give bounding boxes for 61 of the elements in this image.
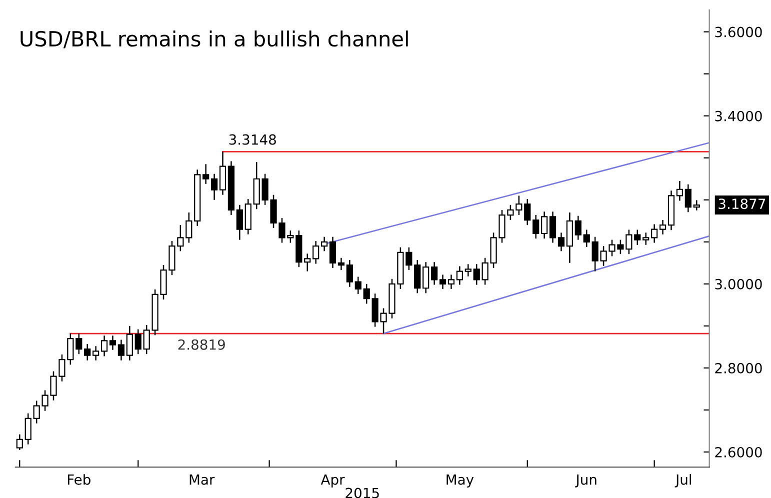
candlestick <box>16 434 23 451</box>
candlestick <box>464 264 472 277</box>
candlestick <box>304 253 311 272</box>
candlestick <box>24 412 32 446</box>
candlestick <box>684 184 692 213</box>
annotation: 2.8819 <box>178 339 225 350</box>
candlestick <box>363 283 370 304</box>
annotation: 3.1877 <box>718 198 766 210</box>
candlestick <box>320 236 328 252</box>
candlestick <box>84 343 91 362</box>
candlestick <box>448 274 455 290</box>
candlestick <box>642 232 650 246</box>
candlestick <box>659 219 666 235</box>
x-tick-label: Jul <box>674 474 692 488</box>
candlestick <box>126 325 133 362</box>
candlestick <box>92 345 100 362</box>
x-tick-label: Feb <box>68 474 90 485</box>
candlestick <box>186 212 192 244</box>
candlestick <box>134 328 142 355</box>
x-axis-title: 2015 <box>346 488 379 498</box>
y-tick-label: 2.8000 <box>715 362 762 374</box>
x-tick-label: Mar <box>190 474 215 485</box>
text: USD/BRL remains in a bullish channel <box>20 30 408 48</box>
candlestick <box>329 236 336 269</box>
candlestick <box>236 204 243 240</box>
candlestick <box>100 334 108 357</box>
y-tick-label: 2.6000 <box>715 446 762 458</box>
candlestick <box>651 224 658 244</box>
candlestick <box>219 151 226 196</box>
candlestick <box>76 332 82 355</box>
candlestick <box>338 257 345 271</box>
x-tick-label: May <box>446 474 474 488</box>
candlestick <box>202 164 210 185</box>
candlestick <box>414 259 421 294</box>
annotation: 3.3148 <box>229 134 276 145</box>
candlestick <box>312 240 320 264</box>
candlestick <box>118 339 125 362</box>
candlestick <box>574 215 582 240</box>
candlestick <box>693 200 700 212</box>
candlestick <box>109 334 116 351</box>
candlestick <box>354 276 362 295</box>
candlestick <box>558 232 565 252</box>
candlestick <box>524 198 531 226</box>
candlestick <box>439 274 446 290</box>
candlestick <box>430 261 438 286</box>
y-tick-label: 3.4000 <box>715 110 762 122</box>
candlestick <box>210 173 218 201</box>
candlestick <box>422 261 430 294</box>
candlestick <box>634 229 641 246</box>
candlestick <box>346 259 353 288</box>
x-tick-label: Apr <box>320 474 345 488</box>
y-tick-label: 3.6000 <box>715 26 762 38</box>
candlestick <box>473 264 480 286</box>
candlestick <box>532 214 540 240</box>
y-tick-label: 3.0000 <box>715 278 762 290</box>
x-tick-label: Jun <box>575 474 596 488</box>
candlestick <box>456 266 463 286</box>
candlestick <box>676 180 684 202</box>
candlestick <box>541 211 548 240</box>
candlestick <box>583 229 590 248</box>
candlestick <box>549 211 556 244</box>
